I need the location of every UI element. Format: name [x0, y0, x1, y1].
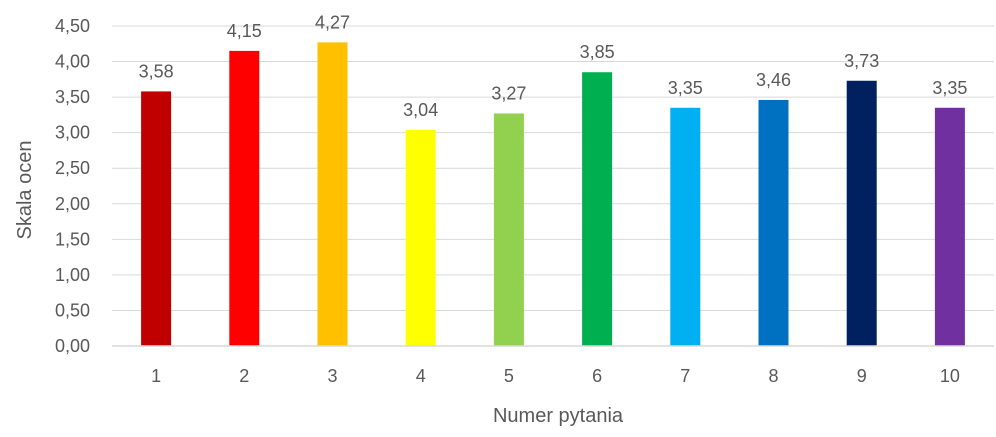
bar-4	[405, 129, 436, 346]
y-tick-label: 0,50	[55, 300, 90, 320]
data-labels: 3,58 4,15 4,27 3,04 3,27 3,85 3,35 3,46 3,73 3,35	[139, 12, 968, 119]
bar-10	[934, 107, 965, 347]
x-tick-label: 1	[151, 366, 161, 386]
data-label: 3,46	[756, 70, 791, 90]
y-axis-title: Skala ocen	[14, 141, 36, 240]
bar-5	[493, 113, 524, 346]
x-tick-label: 6	[592, 366, 602, 386]
y-tick-label: 1,50	[55, 229, 90, 249]
y-tick-label: 3,50	[55, 87, 90, 107]
data-label: 3,35	[932, 78, 967, 98]
bar-9	[846, 80, 877, 346]
y-tick-label: 1,00	[55, 265, 90, 285]
y-tick-label: 4,50	[55, 16, 90, 36]
x-tick-label: 5	[504, 366, 514, 386]
x-tick-label: 2	[239, 366, 249, 386]
y-tick-label: 0,00	[55, 336, 90, 356]
y-tick-label: 2,00	[55, 194, 90, 214]
x-tick-label: 7	[680, 366, 690, 386]
bars	[141, 42, 965, 347]
data-label: 3,73	[844, 51, 879, 71]
bar-1	[141, 91, 172, 346]
data-label: 4,15	[227, 21, 262, 41]
y-tick-label: 4,00	[55, 52, 90, 72]
data-label: 3,27	[491, 83, 526, 103]
data-label: 3,58	[139, 61, 174, 81]
x-tick-label: 3	[327, 366, 337, 386]
bar-7	[670, 107, 701, 347]
x-tick-label: 4	[416, 366, 426, 386]
x-tick-label: 9	[857, 366, 867, 386]
x-axis-title: Numer pytania	[493, 405, 624, 427]
data-label: 3,35	[668, 78, 703, 98]
data-label: 4,27	[315, 12, 350, 32]
bar-6	[582, 72, 613, 346]
x-tick-label: 8	[768, 366, 778, 386]
y-tick-label: 2,50	[55, 158, 90, 178]
axes: 0,00 0,50 1,00 1,50 2,00 2,50 3,00 3,50 4,00 4,50…	[55, 16, 994, 386]
bar-2	[229, 50, 260, 347]
data-label: 3,85	[580, 42, 615, 62]
data-label: 3,04	[403, 100, 438, 120]
bar-3	[317, 42, 348, 346]
y-tick-label: 3,00	[55, 123, 90, 143]
bar-8	[758, 99, 789, 346]
x-tick-label: 10	[940, 366, 960, 386]
